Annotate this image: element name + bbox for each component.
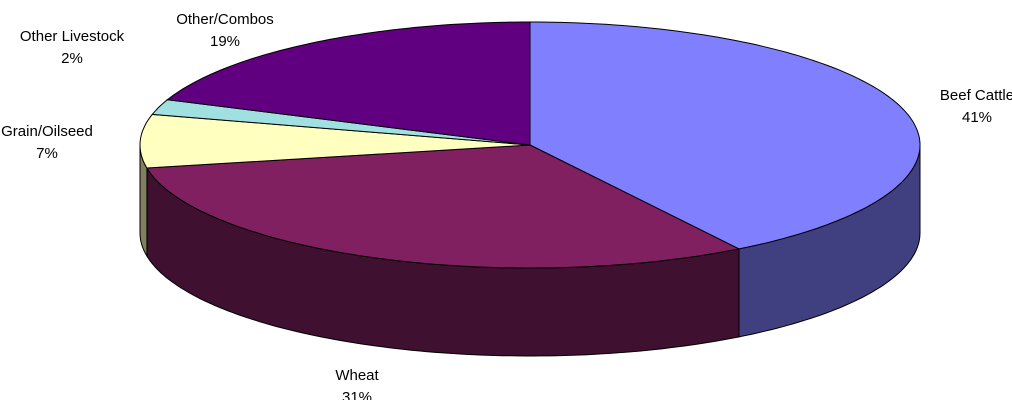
slice: [529, 21, 921, 250]
slice-label: Beef Cattle: [940, 87, 1012, 104]
slice-value-label: 19%: [210, 33, 240, 50]
slice-label: Grain/Oilseed: [1, 123, 93, 140]
slice: [139, 113, 531, 169]
slice-value-label: 7%: [36, 145, 58, 162]
slice-value-label: 2%: [61, 50, 83, 67]
slice: [166, 21, 531, 146]
slice-label: Other Livestock: [20, 28, 125, 45]
slice: [146, 144, 741, 269]
slice-label: Other/Combos: [176, 11, 274, 28]
slice-label: Wheat: [335, 367, 379, 384]
slice-value-label: 41%: [962, 109, 992, 126]
slice-value-label: 31%: [342, 389, 372, 400]
slice-tops: [139, 21, 921, 269]
